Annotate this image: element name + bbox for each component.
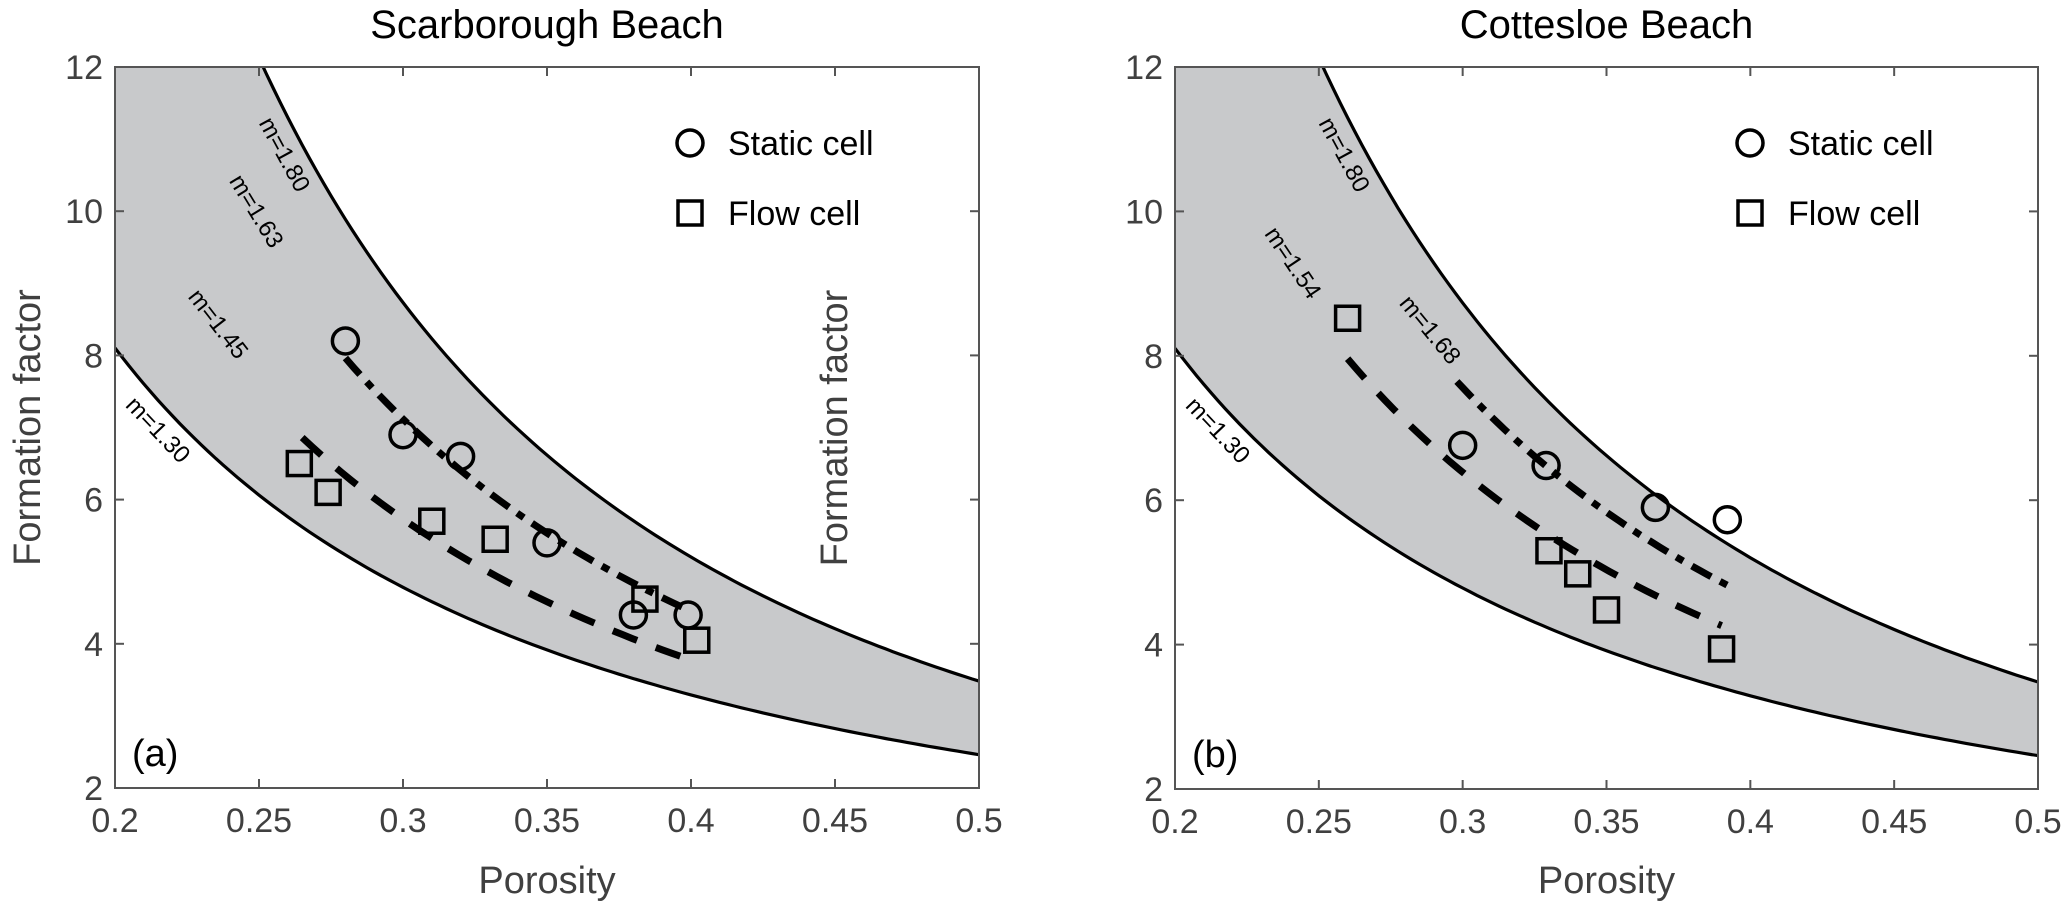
legend-marker-circle (1735, 128, 1765, 158)
legend: Static cell Flow cell (675, 125, 874, 233)
data-point-flow-cell (1592, 596, 1621, 624)
fit-line-dashdot (1454, 379, 1729, 589)
curve-m-high (1321, 67, 2038, 684)
x-tick-label: 0.25 (1286, 803, 1352, 841)
archie-band (1175, 67, 2038, 756)
legend-label: Flow cell (728, 195, 860, 233)
data-point-static-cell (388, 419, 418, 450)
archie-band (115, 67, 979, 755)
data-point-static-cell (1531, 450, 1561, 481)
data-point-static-cell (1712, 504, 1743, 535)
curve-m-low (1175, 347, 2038, 758)
x-tick-label: 0.3 (1439, 803, 1486, 841)
y-axis-label: Formation factor (814, 289, 856, 566)
fit-line-dashed (1344, 356, 1723, 629)
y-tick-label: 10 (65, 193, 103, 231)
y-tick-label: 6 (1144, 482, 1163, 520)
data-point-flow-cell (1535, 536, 1563, 565)
legend-label: Static cell (728, 125, 874, 163)
legend: Static cell Flow cell (1735, 125, 1934, 233)
x-tick-label: 0.3 (379, 802, 426, 840)
y-tick-label: 10 (1125, 193, 1163, 231)
x-tick-label: 0.5 (955, 802, 1002, 840)
y-tick-label: 6 (84, 482, 103, 520)
data-point-flow-cell (314, 478, 342, 507)
y-axis-label: Formation factor (7, 289, 49, 566)
x-tick-label: 0.45 (1861, 803, 1927, 841)
data-point-static-cell (330, 326, 361, 356)
x-axis-label: Porosity (1538, 860, 1675, 902)
data-point-flow-cell (1707, 635, 1736, 663)
data-point-flow-cell (481, 525, 509, 554)
data-point-flow-cell (683, 626, 711, 654)
y-tick-label: 4 (1144, 627, 1163, 665)
data-point-flow-cell (631, 585, 659, 613)
y-tick-label: 12 (1125, 49, 1163, 87)
y-tick-label: 8 (1144, 338, 1163, 376)
x-tick-label: 0.4 (1727, 803, 1774, 841)
curve-m-high (261, 67, 979, 683)
x-tick-label: 0.2 (1151, 803, 1198, 841)
x-tick-label: 0.35 (1573, 803, 1639, 841)
x-tick-label: 0.25 (226, 802, 292, 840)
y-tick-label: 4 (84, 626, 103, 664)
chart-title: Scarborough Beach (370, 3, 724, 47)
legend-marker-circle (675, 128, 705, 158)
y-tick-label: 8 (84, 337, 103, 375)
chart-title: Cottesloe Beach (1460, 3, 1754, 47)
data-point-static-cell (532, 528, 562, 558)
chart-panel-a: 0.2 0.25 0.3 0.35 0.4 0.45 0.5 2 4 6 8 10 12 Scarboro… (7, 3, 1003, 902)
data-point-static-cell (1640, 492, 1671, 523)
panel-tag: (b) (1192, 734, 1238, 776)
data-point-flow-cell (1333, 304, 1362, 333)
legend-label: Flow cell (1788, 195, 1920, 233)
fit-line-dashed (299, 435, 693, 664)
x-tick-label: 0.45 (802, 802, 868, 840)
curve-m-low (115, 347, 979, 757)
y-tick-label: 2 (1144, 771, 1163, 809)
legend-marker-square (676, 199, 704, 227)
data-point-flow-cell (1563, 560, 1592, 588)
x-tick-label: 0.35 (514, 802, 580, 840)
y-tick-label: 2 (84, 770, 103, 808)
data-point-flow-cell (418, 507, 446, 535)
data-point-static-cell (445, 441, 476, 472)
x-axis-label: Porosity (478, 860, 615, 902)
fit-line-dashdot (342, 355, 693, 615)
x-tick-label: 0.4 (667, 802, 714, 840)
data-point-flow-cell (285, 449, 314, 478)
x-tick-label: 0.5 (2014, 803, 2061, 841)
legend-label: Static cell (1788, 125, 1934, 163)
x-tick-label: 0.2 (91, 802, 138, 840)
legend-marker-square (1736, 199, 1764, 227)
chart-panel-b: 0.2 0.25 0.3 0.35 0.4 0.45 0.5 2 4 6 8 10 12 Cotteslo… (814, 3, 2062, 902)
panel-tag: (a) (132, 733, 178, 775)
y-tick-label: 12 (65, 49, 103, 87)
data-point-static-cell (1447, 430, 1478, 461)
